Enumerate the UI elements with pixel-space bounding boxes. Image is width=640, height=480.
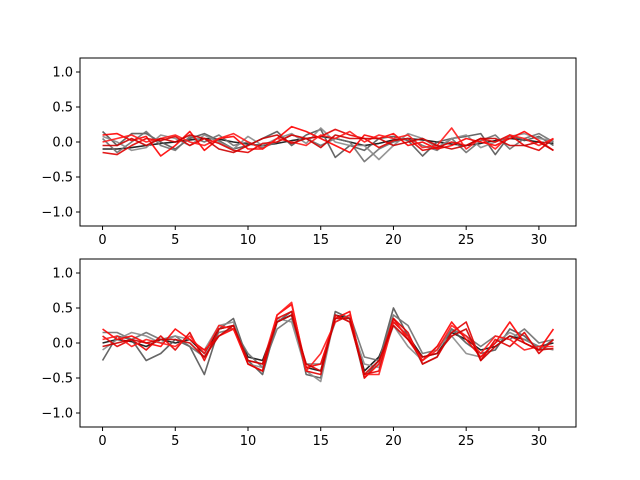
bottom-plot-x-tick-label: 20 [385, 434, 402, 449]
top-plot-y-tick-label: 1.0 [52, 66, 73, 81]
bottom-plot-x-tick-label: 10 [240, 434, 257, 449]
top-plot-y-tick-label: −1.0 [41, 206, 73, 221]
bottom-plot-series-line-8 [102, 314, 554, 376]
top-plot-x-tick-label: 15 [312, 233, 329, 248]
top-plot-y-tick-label: −0.5 [41, 171, 73, 186]
top-plot-series-line-4 [102, 127, 554, 161]
bottom-plot-series-group [101, 301, 555, 383]
top-plot-y-tick-label: 0.5 [52, 101, 73, 116]
top-plot-x-tick-label: 20 [385, 233, 402, 248]
bottom-plot-series-line-7 [102, 301, 554, 376]
top-plot-x-tick-label: 25 [458, 233, 475, 248]
bottom-plot-x-tick-label: 25 [458, 434, 475, 449]
top-plot-x-axis: 0 5 10 15 20 25 30 [98, 226, 547, 248]
bottom-plot-y-tick-label: −0.5 [41, 372, 73, 387]
bottom-plot-y-axis: −1.0 −0.5 0.0 0.5 1.0 [41, 267, 80, 422]
top-plot-x-tick-label: 30 [531, 233, 548, 248]
bottom-plot-y-tick-label: 0.5 [52, 302, 73, 317]
top-plot-series-line-8 [102, 134, 554, 154]
top-plot-x-tick-label: 0 [98, 233, 106, 248]
bottom-plot-y-tick-label: 0.0 [52, 337, 73, 352]
bottom-plot-y-tick-label: 1.0 [52, 267, 73, 282]
bottom-plot-x-tick-label: 15 [312, 434, 329, 449]
top-plot-series-group [101, 125, 554, 163]
top-plot: 0 5 10 15 20 25 30 −1.0 −0.5 0.0 0.5 1.0 [41, 57, 577, 248]
bottom-plot-x-axis: 0 5 10 15 20 25 30 [98, 427, 547, 449]
bottom-plot: 0 5 10 15 20 25 30 −1.0 −0.5 0.0 0.5 1.0 [41, 258, 577, 449]
bottom-plot-y-tick-label: −1.0 [41, 407, 73, 422]
bottom-plot-x-tick-label: 30 [531, 434, 548, 449]
top-plot-y-axis: −1.0 −0.5 0.0 0.5 1.0 [41, 66, 80, 221]
top-plot-x-tick-label: 5 [171, 233, 179, 248]
bottom-plot-x-tick-label: 0 [98, 434, 106, 449]
top-plot-y-tick-label: 0.0 [52, 136, 73, 151]
bottom-plot-x-tick-label: 5 [171, 434, 179, 449]
top-plot-x-tick-label: 10 [240, 233, 257, 248]
